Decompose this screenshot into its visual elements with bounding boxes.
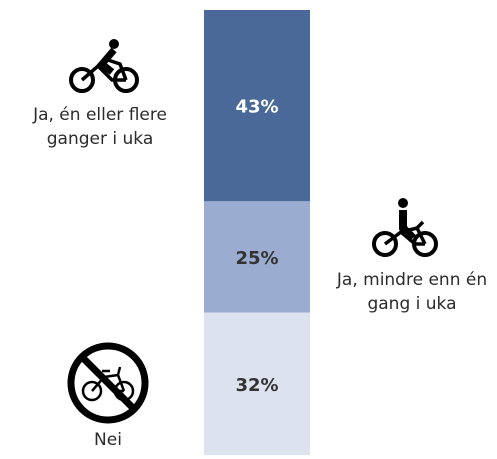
bar-segment xyxy=(204,10,310,202)
no-bike-icon xyxy=(67,342,149,424)
value-label: 43% xyxy=(235,97,278,118)
category-label: Ja, mindre enn én gang i uka xyxy=(336,270,488,314)
bike-icon-less xyxy=(372,198,438,257)
bar-segment xyxy=(204,312,310,455)
value-label: 32% xyxy=(235,375,278,396)
value-label: 25% xyxy=(235,248,278,269)
bike-icon-frequent xyxy=(69,39,139,93)
category-label: Ja, én eller flere ganger i uka xyxy=(33,105,167,149)
bar-segment xyxy=(204,201,310,313)
category-label: Nei xyxy=(94,430,122,450)
